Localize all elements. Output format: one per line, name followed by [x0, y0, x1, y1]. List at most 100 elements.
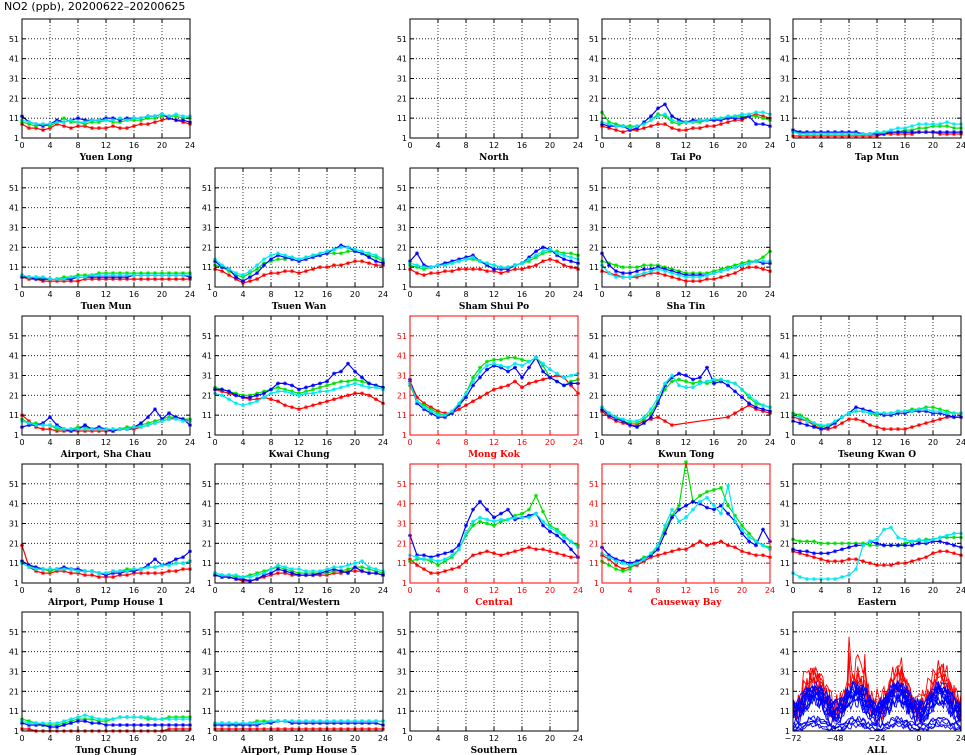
data-point — [847, 557, 851, 562]
data-point — [534, 379, 538, 384]
data-point — [55, 567, 59, 572]
data-point — [917, 126, 921, 131]
data-point — [754, 114, 758, 119]
x-tick-label: 24 — [956, 141, 965, 150]
panel-title: Airport, Pump House 1 — [47, 598, 164, 608]
data-point — [628, 271, 632, 276]
data-point — [248, 575, 252, 580]
data-point — [670, 515, 674, 520]
data-point — [663, 122, 667, 127]
data-point — [255, 267, 259, 272]
x-tick-label: 0 — [599, 438, 604, 447]
data-point — [318, 569, 322, 574]
data-point — [733, 271, 737, 276]
data-point — [97, 575, 101, 580]
data-point — [269, 397, 273, 402]
data-point — [754, 122, 758, 127]
data-point — [464, 559, 468, 564]
data-point — [677, 277, 681, 282]
x-tick-label: 0 — [19, 141, 24, 150]
data-point — [506, 551, 510, 556]
data-point — [181, 277, 185, 282]
data-point — [290, 571, 294, 576]
y-tick-label: 51 — [397, 35, 407, 44]
data-point — [761, 527, 765, 532]
data-point — [346, 567, 350, 572]
data-point — [146, 273, 150, 278]
y-tick-label: 31 — [589, 224, 599, 233]
data-point — [353, 391, 357, 396]
y-tick-label: 41 — [202, 500, 212, 509]
data-point — [367, 385, 371, 390]
data-point — [111, 124, 115, 129]
data-point — [174, 118, 178, 123]
data-point — [555, 259, 559, 264]
data-point — [97, 126, 101, 131]
y-tick-label: 51 — [9, 480, 19, 489]
data-point — [754, 399, 758, 404]
data-point — [471, 399, 475, 404]
data-point — [569, 259, 573, 264]
y-tick-label: 41 — [589, 204, 599, 213]
data-point — [614, 415, 618, 420]
y-tick-label: 51 — [397, 480, 407, 489]
y-tick-label: 31 — [9, 372, 19, 381]
data-point — [436, 413, 440, 418]
data-point — [132, 425, 136, 430]
data-point — [248, 579, 252, 584]
data-point — [153, 277, 157, 282]
data-point — [290, 727, 294, 732]
data-point — [534, 547, 538, 552]
x-tick-label: −48 — [827, 734, 844, 743]
y-tick-label: 1 — [402, 431, 407, 440]
x-tick-label: 12 — [101, 290, 111, 299]
data-point — [146, 423, 150, 428]
x-tick-label: 0 — [19, 290, 24, 299]
data-point — [833, 132, 837, 137]
data-point — [541, 369, 545, 374]
x-tick-label: 4 — [47, 586, 52, 595]
data-point — [747, 539, 751, 544]
y-tick-label: 1 — [594, 283, 599, 292]
x-tick-label: 0 — [19, 438, 24, 447]
y-tick-label: 1 — [594, 579, 599, 588]
data-point — [896, 130, 900, 135]
data-point — [118, 126, 122, 131]
x-tick-label: 20 — [737, 141, 747, 150]
data-point — [255, 727, 259, 732]
x-tick-label: 16 — [129, 734, 139, 743]
data-point — [304, 385, 308, 390]
data-point — [367, 255, 371, 260]
data-point — [415, 399, 419, 404]
data-point — [903, 427, 907, 432]
data-point — [255, 393, 259, 398]
x-tick-label: 12 — [489, 290, 499, 299]
data-point — [276, 251, 280, 256]
data-point — [457, 267, 461, 272]
data-point — [798, 549, 802, 554]
data-point — [234, 393, 238, 398]
data-point — [691, 381, 695, 386]
data-point — [283, 727, 287, 732]
data-point — [747, 531, 751, 536]
data-point — [698, 275, 702, 280]
data-point — [360, 559, 364, 564]
data-point — [719, 116, 723, 121]
x-tick-label: 4 — [240, 586, 245, 595]
data-point — [90, 715, 94, 720]
x-tick-label: 24 — [956, 586, 965, 595]
data-point — [276, 563, 280, 568]
data-point — [882, 543, 886, 548]
data-point — [346, 249, 350, 254]
data-point — [132, 124, 136, 129]
data-point — [174, 417, 178, 422]
data-point — [174, 561, 178, 566]
x-tick-label: 0 — [19, 734, 24, 743]
data-point — [882, 527, 886, 532]
data-point — [153, 717, 157, 722]
data-point — [868, 411, 872, 416]
y-tick-label: 11 — [780, 707, 790, 716]
data-point — [747, 112, 751, 117]
data-point — [656, 114, 660, 119]
